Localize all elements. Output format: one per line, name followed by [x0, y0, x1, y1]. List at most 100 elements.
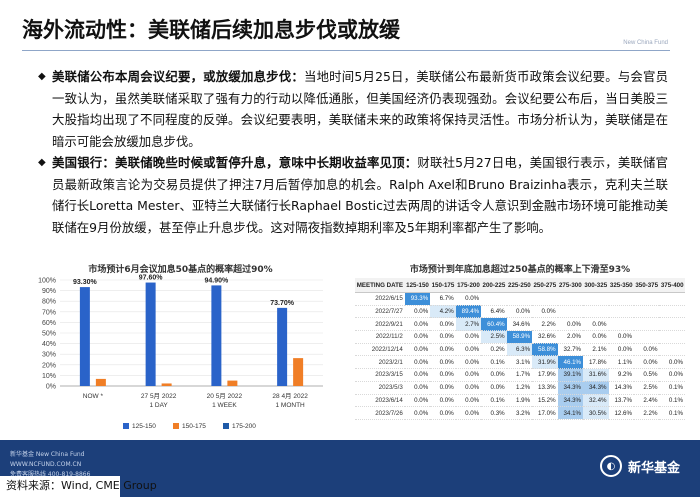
- probability-cell: 0.1%: [659, 394, 685, 408]
- probability-cell: 34.3%: [583, 381, 609, 395]
- column-header: 300-325: [583, 278, 609, 293]
- column-header: 150-175: [430, 278, 456, 293]
- y-tick-label: 80%: [42, 299, 56, 306]
- probability-cell: 0.2%: [481, 343, 507, 357]
- probability-cell: 32.7%: [557, 343, 584, 357]
- probability-cell: 0.0%: [404, 355, 431, 370]
- bar-chart: 0% 10% 20% 30% 40% 50% 60% 70% 80% 90% 100% 93.30% N…: [38, 275, 323, 430]
- y-tick-label: 30%: [42, 352, 56, 359]
- x-tick-label: NOW *: [83, 393, 104, 400]
- probability-cell: 13.7%: [608, 394, 634, 408]
- probability-cell: 0.1%: [659, 381, 685, 395]
- legend-swatch: [123, 423, 129, 429]
- probability-cell: 0.0%: [455, 394, 482, 408]
- x-tick-label: 1 WEEK: [212, 402, 237, 409]
- brand-watermark: New China Fund: [623, 40, 668, 46]
- bullet-heading: 美国银行：美联储晚些时候或暂停升息，意味中长期收益率见顶：: [52, 155, 418, 170]
- probability-cell: 0.0%: [430, 406, 456, 420]
- table-title: 市场预计到年底加息超过250基点的概率上下滑至93%: [409, 265, 631, 275]
- probability-cell: 2.2%: [532, 317, 558, 332]
- footer-brand: 新华基金 New China Fund: [10, 451, 85, 458]
- data-label: 94.90%: [205, 277, 230, 284]
- column-header: 375-400: [659, 278, 685, 293]
- probability-cell: [633, 330, 660, 344]
- logo-text: 新华基金: [627, 460, 680, 476]
- data-label: 97.60%: [139, 275, 164, 282]
- probability-cell: 0.0%: [506, 305, 533, 319]
- y-tick-label: 90%: [42, 288, 56, 295]
- bar-125-150: [145, 282, 156, 386]
- column-header: 200-225: [481, 278, 507, 293]
- probability-cell: 34.1%: [557, 406, 584, 420]
- bar-125-150: [79, 287, 90, 386]
- bar-150-175: [227, 380, 238, 386]
- probability-cell: [532, 292, 558, 306]
- y-tick-label: 0%: [46, 384, 56, 391]
- probability-cell: 3.1%: [506, 355, 533, 370]
- x-tick-label: 20 5月 2022: [207, 392, 243, 400]
- table-row: 2023/2/1 0.0% 0.0% 0.0% 0.1% 3.1% 31.9% 46.1% 17…: [355, 355, 685, 370]
- probability-cell: 31.6%: [583, 368, 609, 382]
- probability-cell: [659, 317, 685, 332]
- probability-cell: 14.3%: [608, 381, 634, 395]
- probability-cell: 30.5%: [583, 406, 609, 420]
- bullet-text: 财联社5月27日电，美国银行表示，美联储官员最新政策言论为交易员提供了押注7月后…: [52, 155, 669, 235]
- probability-cell: 0.0%: [455, 343, 482, 357]
- probability-cell: 0.1%: [481, 394, 507, 408]
- probability-cell: 0.0%: [404, 368, 431, 382]
- probability-cell: 0.0%: [608, 330, 634, 344]
- bullet-item: ◆ 美国银行：美联储晚些时候或暂停升息，意味中长期收益率见顶：财联社5月27日电…: [38, 152, 668, 238]
- x-tick-label: 27 5月 2022: [141, 392, 177, 400]
- probability-cell: [608, 305, 634, 319]
- probability-cell: [633, 292, 660, 306]
- x-tick-label: 1 DAY: [149, 402, 168, 409]
- column-header: 350-375: [633, 278, 660, 293]
- probability-cell: 2.5%: [633, 381, 660, 395]
- probability-cell: 2.0%: [557, 330, 584, 344]
- logo-icon: ◐: [599, 455, 622, 477]
- source-note: 资料来源：Wind, CME Group: [6, 479, 157, 492]
- probability-cell: 0.0%: [455, 406, 482, 420]
- column-header: 250-275: [532, 278, 558, 293]
- probability-cell: 0.0%: [532, 305, 558, 319]
- data-label: 93.30%: [73, 279, 98, 286]
- probability-cell: 0.0%: [430, 317, 456, 332]
- probability-cell: 32.4%: [583, 394, 609, 408]
- probability-cell: [608, 292, 634, 306]
- y-tick-label: 20%: [42, 362, 56, 369]
- meeting-date-cell: 2023/7/26: [355, 406, 405, 420]
- probability-cell: 0.0%: [583, 317, 609, 332]
- bullet-diamond-icon: ◆: [38, 71, 46, 82]
- probability-cell: 0.0%: [455, 292, 482, 306]
- probability-cell: 39.1%: [557, 368, 584, 382]
- footer-info: 新华基金 New China Fund WWW.NCFUND.COM.CN 免费…: [10, 450, 90, 480]
- source-background: [0, 476, 120, 497]
- probability-cell: [481, 292, 507, 306]
- probability-cell: 17.8%: [583, 355, 609, 370]
- page-title: 海外流动性：美联储后续加息步伐或放缓: [22, 18, 400, 42]
- table-header-row: MEETING DATE 125-150 150-175 175-200 200-225…: [355, 278, 685, 293]
- x-tick-label: 1 MONTH: [276, 402, 306, 409]
- probability-cell: 32.6%: [532, 330, 558, 344]
- probability-cell: 0.0%: [430, 330, 456, 344]
- table-row: 2022/12/14 0.0% 0.0% 0.0% 0.2% 6.3% 58.8% 32.7%…: [355, 343, 685, 357]
- probability-cell: 46.1%: [557, 355, 584, 370]
- legend-label: 175-200: [232, 423, 256, 430]
- probability-cell: 6.4%: [481, 305, 507, 319]
- rate-probability-table: MEETING DATE 125-150 150-175 175-200 200-225…: [355, 278, 685, 420]
- probability-cell: 0.0%: [481, 368, 507, 382]
- footer-hotline: 免费客服热线 400-819-8866: [10, 471, 91, 478]
- probability-cell: 2.4%: [633, 394, 660, 408]
- probability-cell: 2.1%: [583, 343, 609, 357]
- table-row: 2022/9/21 0.0% 0.0% 2.7% 60.4% 34.6% 2.2% 0.0% 0…: [355, 317, 685, 332]
- probability-cell: 2.5%: [481, 330, 507, 344]
- meeting-date-cell: 2022/9/21: [355, 317, 405, 332]
- probability-cell: 0.0%: [659, 355, 685, 370]
- probability-cell: 0.0%: [583, 330, 609, 344]
- probability-cell: 34.3%: [557, 394, 584, 408]
- meeting-date-cell: 2022/12/14: [355, 343, 405, 357]
- column-header: MEETING DATE: [355, 278, 405, 293]
- probability-cell: 2.7%: [455, 317, 482, 332]
- probability-cell: 0.0%: [430, 355, 456, 370]
- probability-cell: 2.2%: [633, 406, 660, 420]
